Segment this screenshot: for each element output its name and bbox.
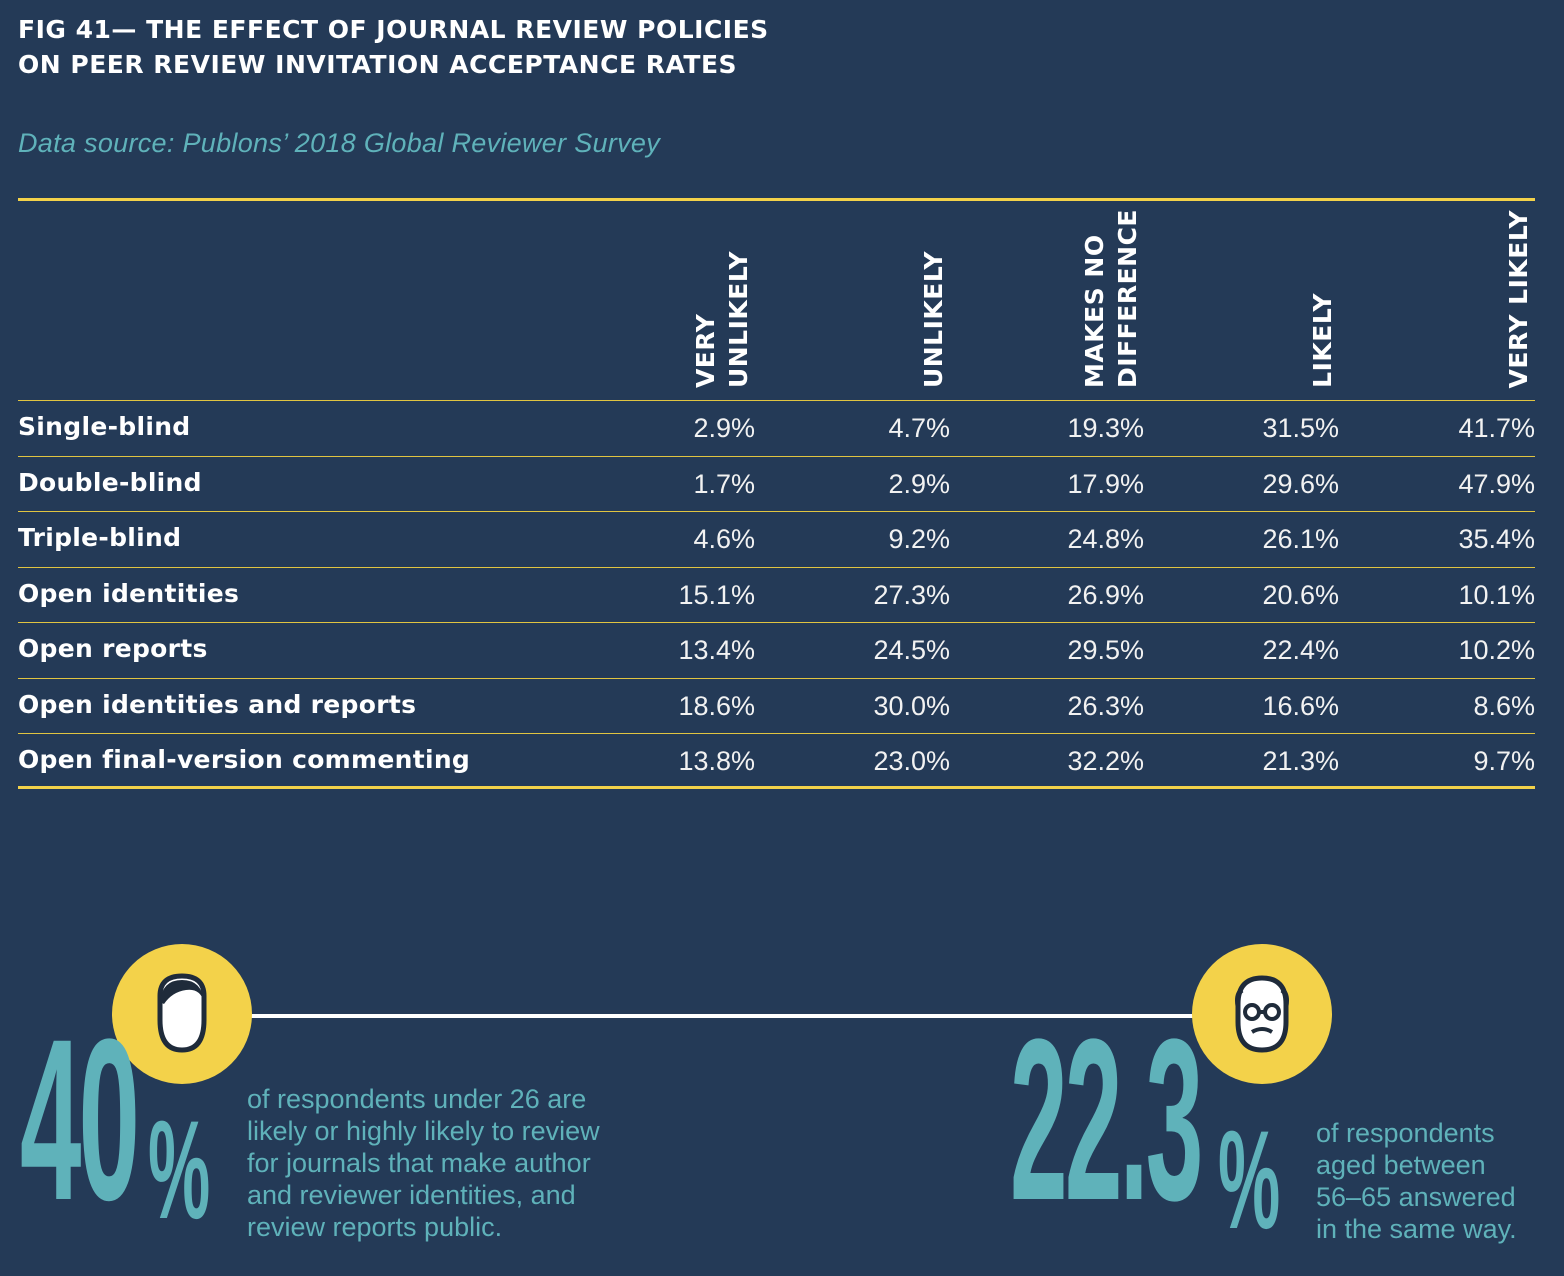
row-divider [18,622,1535,623]
table-cell: 22.4% [1262,635,1339,665]
table-cell: 26.9% [1067,579,1144,610]
table-cell: 24.8% [1067,524,1144,554]
table-cell: 15.1% [678,579,755,610]
table-cell: 30.0% [873,690,950,721]
column-header: VERY UNLIKELY [691,250,753,388]
table-row: Single-blind 2.9% 4.7% 19.3% 31.5% 41.7% [18,401,1535,456]
table-row: Open identities and reports 18.6% 30.0% 26.… [18,679,1535,734]
row-label: Open final-version commenting [18,745,471,774]
table-row: Double-blind 1.7% 2.9% 17.9% 29.6% 47.9% [18,457,1535,512]
row-label: Double-blind [18,467,202,497]
table-cell: 23.0% [873,746,950,776]
row-divider [18,566,1535,568]
table-cell: 29.6% [1262,468,1339,499]
column-header: VERY LIKELY [1504,209,1533,388]
stat-2-text: of respondents aged between 56–65 answer… [1316,1118,1517,1244]
table-cell: 41.7% [1458,413,1535,443]
row-label: Open identities [18,578,240,608]
row-label: Open reports [18,634,208,663]
table-cell: 13.8% [678,746,755,776]
column-header: UNLIKELY [919,250,948,388]
table-cell: 13.4% [678,635,755,665]
older-person-badge [1192,944,1332,1084]
figure-title: FIG 41— THE EFFECT OF JOURNAL REVIEW POL… [18,15,769,79]
table-cell: 8.6% [1473,690,1535,721]
table-cell: 2.9% [693,413,755,443]
table-bottom-rule [18,786,1535,789]
table-cell: 16.6% [1262,690,1339,721]
table-header: VERY UNLIKELY UNLIKELY MAKES NO DIFFERENCE… [18,201,1535,400]
stat-2-percent: % [1218,1101,1281,1258]
stat-1-percent: % [148,1091,211,1248]
table-cell: 4.7% [888,413,950,443]
table-cell: 29.5% [1067,635,1144,665]
row-label: Single-blind [18,412,191,441]
row-divider [18,511,1535,512]
table-cell: 24.5% [873,635,950,665]
table-row: Open identities 15.1% 27.3% 26.9% 20.6% 10.1% [18,568,1535,623]
stat-1-number: 40 [20,991,140,1248]
table-row: Open reports 13.4% 24.5% 29.5% 22.4% 10.2% [18,623,1535,678]
row-label: Open identities and reports [18,689,417,719]
table-cell: 10.1% [1458,579,1535,610]
table-cell: 2.9% [888,468,950,499]
young-person-icon [157,973,207,1053]
table-cell: 10.2% [1458,635,1535,665]
table-top-rule [18,198,1535,201]
table-cell: 47.9% [1458,468,1535,499]
table-cell: 32.2% [1067,746,1144,776]
stat-connector-line [180,1014,1260,1018]
older-person-icon [1235,975,1289,1053]
table-cell: 4.6% [693,524,755,554]
stat-2-number: 22.3 [1010,991,1203,1248]
young-person-badge [112,944,252,1084]
table-cell: 19.3% [1067,413,1144,443]
column-header: MAKES NO DIFFERENCE [1080,209,1142,388]
table-row: Triple-blind 4.6% 9.2% 24.8% 26.1% 35.4% [18,512,1535,567]
data-source: Data source: Publons’ 2018 Global Review… [18,128,661,158]
table-cell: 17.9% [1067,468,1144,499]
table-cell: 27.3% [873,579,950,610]
table-cell: 9.2% [888,524,950,554]
table-cell: 1.7% [693,468,755,499]
table-cell: 21.3% [1262,746,1339,776]
column-header: LIKELY [1308,293,1337,388]
row-divider [18,677,1535,679]
row-divider [18,400,1535,401]
row-divider [18,733,1535,734]
table-cell: 26.1% [1262,524,1339,554]
row-label: Triple-blind [18,523,182,552]
table-cell: 26.3% [1067,690,1144,721]
table-cell: 9.7% [1473,746,1535,776]
table-cell: 35.4% [1458,524,1535,554]
table-cell: 18.6% [678,690,755,721]
table-cell: 20.6% [1262,579,1339,610]
table-cell: 31.5% [1262,413,1339,443]
table-row: Open final-version commenting 13.8% 23.0% 3… [18,734,1535,789]
row-divider [18,455,1535,457]
stat-1-text: of respondents under 26 are likely or hi… [247,1084,600,1242]
